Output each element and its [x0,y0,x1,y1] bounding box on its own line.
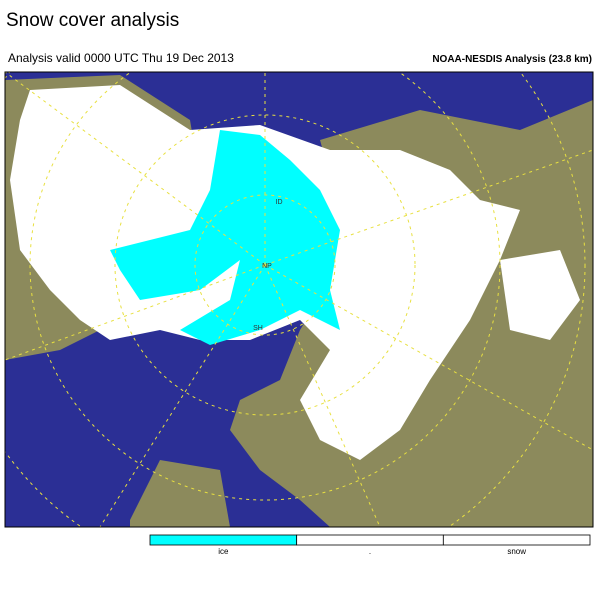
graticule [5,72,593,527]
legend-label: ice [218,547,229,556]
map-label: ID [276,199,283,206]
map-frame [4,71,594,528]
sea-ice [110,130,340,345]
legend-swatch [442,534,591,546]
snow-cover-east [500,250,580,340]
valid-time: Analysis valid 0000 UTC Thu 19 Dec 2013 [8,51,234,65]
map [4,71,594,528]
legend-swatch [149,534,298,546]
africa [130,460,230,527]
title: Snow cover analysis [6,10,179,31]
legend-label: snow [507,547,526,556]
map-label: SH [253,325,263,332]
legend-swatch [296,534,444,546]
legend: ice. snow [149,534,591,556]
source: NOAA-NESDIS Analysis (23.8 km) [432,54,592,65]
map-label: NP [262,263,272,270]
legend-label: . [369,547,371,556]
